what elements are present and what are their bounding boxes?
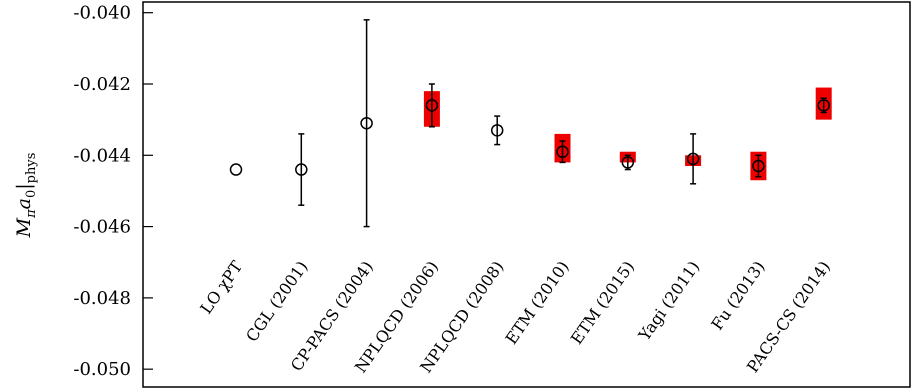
data-point	[295, 163, 308, 176]
category-label: Yagi (2011)	[634, 257, 703, 345]
data-markers	[229, 99, 830, 176]
y-axis-label-part: phys	[24, 153, 39, 184]
category-label: LO χPT	[196, 257, 246, 317]
data-point	[229, 163, 243, 176]
y-tick-label: -0.048	[73, 288, 131, 309]
y-axis-label-part: M	[13, 217, 35, 238]
y-axis-label-part: 0	[24, 190, 39, 198]
error-bars	[298, 19, 827, 228]
y-axis-title: Mπa0|phys	[13, 153, 39, 239]
data-point	[621, 156, 635, 169]
y-axis-label: Mπa0|phys	[13, 153, 39, 239]
plot-frame	[142, 1, 911, 388]
data-point	[752, 159, 765, 173]
data-point	[490, 124, 504, 137]
y-tick-label: -0.040	[73, 3, 131, 24]
category-label: ETM (2010)	[502, 257, 573, 347]
category-label: CGL (2001)	[242, 257, 311, 345]
data-point	[817, 99, 830, 112]
y-axis-label-bar: |	[13, 183, 35, 189]
data-point	[360, 116, 373, 130]
y-axis-label-part: a	[13, 198, 35, 209]
y-tick-label: -0.046	[73, 217, 131, 238]
category-label: ETM (2015)	[567, 257, 638, 347]
y-tick-label: -0.044	[73, 145, 131, 166]
y-axis: -0.040 -0.042 -0.044 -0.046 -0.048 -0.050	[73, 3, 153, 380]
y-tick-label: -0.042	[73, 74, 131, 95]
y-axis-label-part: π	[24, 209, 39, 219]
data-point	[556, 145, 569, 158]
data-point	[686, 152, 700, 166]
y-tick-label: -0.050	[73, 359, 131, 380]
data-point	[425, 99, 439, 112]
category-label: Fu (2013)	[707, 257, 768, 333]
